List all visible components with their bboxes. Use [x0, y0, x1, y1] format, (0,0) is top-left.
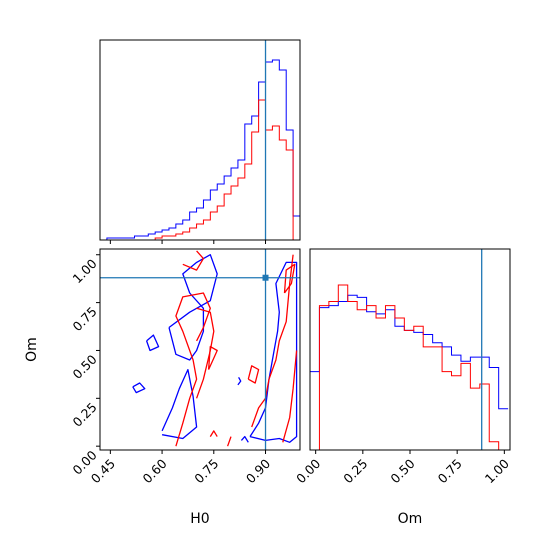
x-axis-label-om: Om [398, 511, 423, 527]
contour-layer [100, 249, 300, 450]
h0-hist-frame [99, 39, 301, 241]
contour-1-5 [226, 436, 232, 447]
contour-1-4 [209, 430, 218, 437]
contour-1-1 [182, 250, 205, 271]
contour-0-6 [237, 376, 242, 386]
contour-0-0 [145, 334, 160, 352]
contour-1-2 [195, 307, 215, 399]
contour-0-4 [249, 261, 298, 443]
h0-hist-series-1 [100, 99, 300, 241]
om-tick-label: 1.00 [482, 456, 512, 486]
truth-marker [262, 274, 269, 281]
contour-0-5 [240, 435, 249, 443]
om-tick-label: 0.00 [293, 456, 323, 486]
contour-1-8 [247, 365, 260, 384]
contour-1-3 [207, 345, 218, 370]
h0-tick-label: 0.75 [191, 456, 221, 486]
om-tick-label: 0.50 [387, 456, 417, 486]
om-hist-series-0 [310, 294, 509, 410]
contour-0-1 [132, 382, 146, 394]
h0-hist-series-0 [100, 59, 300, 241]
h0-tick-label: 0.60 [139, 456, 169, 486]
om-y-tick-label: 0.25 [69, 399, 99, 429]
x-axis-label-h0: H0 [190, 511, 209, 527]
y-axis-label-om: Om [24, 337, 40, 362]
om-y-tick-label: 1.00 [69, 256, 99, 286]
om-hist-frame [309, 248, 511, 451]
om-y-tick-label: 0.50 [69, 352, 99, 382]
h0-marginal-panel [99, 39, 301, 244]
om-tick-label: 0.25 [340, 456, 370, 486]
contour-1-6 [251, 254, 294, 428]
om-hist-series-1 [310, 284, 509, 451]
om-y-tick-label: 0.75 [69, 304, 99, 334]
om-tick-label: 0.75 [435, 456, 465, 486]
contour-frame [99, 248, 301, 451]
contour-1-7 [282, 350, 298, 443]
h0-tick-label: 0.90 [243, 456, 273, 486]
contour-0-3 [168, 254, 218, 361]
contour-0-2 [161, 368, 198, 440]
om-marginal-panel: 0.00 0.25 0.50 0.75 1.00 Om [293, 248, 512, 527]
